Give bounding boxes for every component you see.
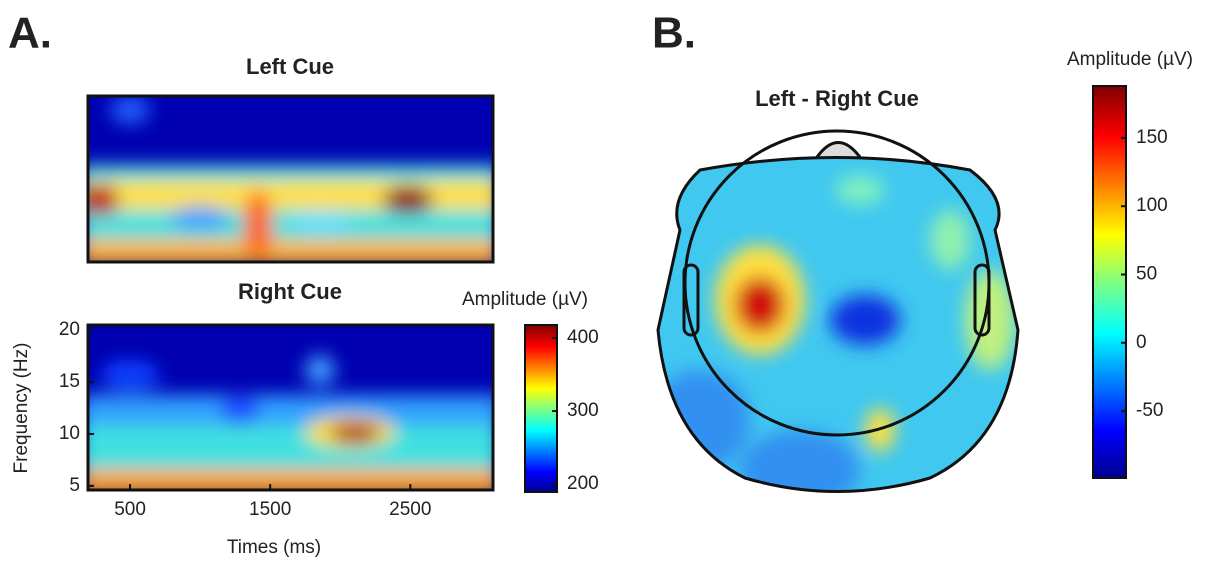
colorbar-tick-label: 300 — [567, 400, 599, 421]
chart-title: Left - Right Cue — [755, 86, 919, 111]
heatmap — [88, 325, 493, 490]
colorbar — [1092, 85, 1127, 479]
colorbar-tick-label: 50 — [1136, 264, 1157, 285]
colorbar-tick-label: 0 — [1136, 332, 1147, 353]
y-tick-label: 15 — [59, 371, 80, 392]
x-tick-label: 2500 — [389, 499, 431, 520]
head-outline — [656, 156, 1020, 493]
x-tick-label: 1500 — [249, 499, 291, 520]
y-axis-label: Frequency (Hz) — [11, 343, 32, 474]
ear — [973, 263, 991, 337]
x-axis-label: Times (ms) — [227, 537, 321, 558]
colorbar — [524, 324, 558, 493]
colorbar-label: Amplitude (µV) — [462, 289, 588, 310]
colorbar-tick-label: -50 — [1136, 400, 1163, 421]
colorbar-label: Amplitude (µV) — [1067, 49, 1193, 70]
plot-frame — [86, 94, 495, 264]
colorbar-tick-label: 200 — [567, 473, 599, 494]
x-tick-label: 500 — [114, 499, 146, 520]
y-tick-label: 5 — [69, 475, 80, 496]
ear — [682, 263, 700, 337]
panel-label: A. — [8, 9, 52, 58]
chart-title: Right Cue — [238, 279, 342, 304]
colorbar-tick-label: 400 — [567, 327, 599, 348]
colorbar-tick-label: 100 — [1136, 195, 1168, 216]
topomap — [658, 157, 1018, 492]
y-tick-label: 20 — [59, 319, 80, 340]
panel-label: B. — [652, 9, 696, 58]
heatmap — [88, 96, 493, 262]
chart-title: Left Cue — [246, 54, 334, 79]
plot-frame — [86, 323, 495, 492]
nose — [813, 141, 864, 161]
y-tick-label: 10 — [59, 423, 80, 444]
colorbar-tick-label: 150 — [1136, 127, 1168, 148]
